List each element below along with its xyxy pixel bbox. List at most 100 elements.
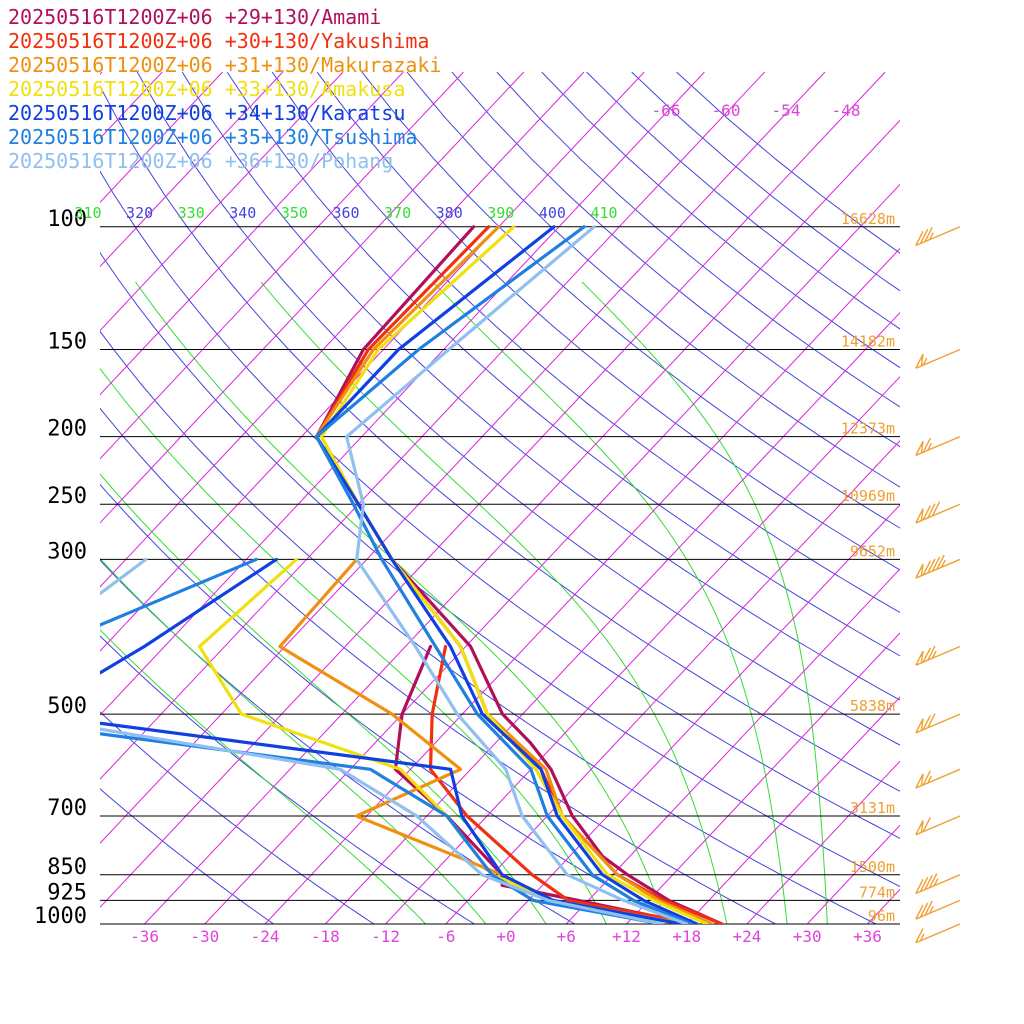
dewpoint-profile-line	[100, 557, 664, 924]
theta-label: 320	[126, 204, 153, 222]
isotherm-line	[686, 696, 900, 924]
isotherm-line	[100, 71, 705, 716]
temperature-tick-label: -36	[130, 927, 159, 946]
temperature-profile-line	[345, 225, 689, 924]
theta-label: 370	[384, 204, 411, 222]
isotherm-line	[100, 71, 765, 780]
isotherm-line	[100, 71, 645, 652]
theta-label: 350	[281, 204, 308, 222]
moist-adiabat-line	[581, 281, 828, 924]
isotherm-line	[746, 760, 900, 924]
dry-adiabat-line	[100, 85, 900, 792]
dry-adiabat-line	[100, 251, 900, 888]
isotherm-line	[100, 71, 585, 588]
isotherm-line	[144, 119, 900, 924]
pressure-tick-label: 925	[47, 880, 87, 905]
height-label: 9652m	[850, 542, 895, 560]
temperature-tick-label: +0	[496, 927, 515, 946]
isotherm-line	[385, 375, 900, 924]
wind-barbs	[915, 226, 960, 944]
wind-barb	[915, 554, 960, 579]
theta-label: 330	[178, 204, 205, 222]
dry-adiabat-line	[226, 71, 900, 657]
dry-adiabat-line	[100, 330, 878, 924]
temperature-tick-label: +12	[612, 927, 641, 946]
height-label: 16628m	[841, 210, 895, 228]
temperature-tick-label: +18	[672, 927, 701, 946]
isotherm-line	[626, 632, 900, 924]
moist-adiabat-line	[100, 473, 547, 924]
isotherm-line	[100, 71, 826, 844]
dry-adiabat-line	[100, 170, 900, 839]
isotherm-lines	[100, 71, 900, 924]
isotherm-line	[445, 440, 900, 924]
temperature-tick-label: -30	[190, 927, 219, 946]
height-label: 1500m	[850, 858, 895, 876]
theta-label: 410	[590, 204, 617, 222]
isotherm-line	[100, 71, 223, 204]
dewpoint-profile-line	[100, 557, 664, 924]
pressure-tick-label: 700	[47, 796, 87, 821]
dry-adiabat-line	[100, 711, 375, 924]
dry-adiabat-line	[100, 483, 677, 924]
temperature-tick-label: +6	[557, 927, 576, 946]
wind-barb	[915, 501, 960, 524]
theta-label: 340	[229, 204, 256, 222]
dewpoint-profile-line	[428, 644, 699, 924]
wind-barb	[915, 815, 960, 836]
legend-entry: 20250516T1200Z+06 +31+130/Makurazaki	[8, 53, 441, 77]
wind-barb	[915, 873, 960, 895]
isotherm-line	[100, 71, 284, 268]
isotherm-line	[100, 71, 464, 460]
theta-label: 390	[487, 204, 514, 222]
theta-label: 360	[332, 204, 359, 222]
dry-adiabat-line	[100, 788, 275, 924]
isotherm-line	[100, 71, 344, 332]
moist-adiabat-line	[100, 629, 427, 924]
dry-adiabat-line	[100, 635, 476, 924]
theta-label: 400	[539, 204, 566, 222]
dry-adiabat-line	[181, 71, 900, 701]
legend-entry: 20250516T1200Z+06 +29+130/Amami	[8, 5, 381, 29]
moist-adiabat-line	[432, 281, 788, 924]
moist-adiabat-line	[100, 367, 607, 924]
temperature-profile-line	[314, 225, 694, 924]
pressure-tick-label: 1000	[34, 904, 87, 929]
dewpoint-profile-line	[100, 557, 684, 924]
isotherm-line	[565, 568, 900, 924]
isotherm-line	[100, 71, 404, 396]
height-label: 14182m	[841, 333, 895, 351]
upper-isotherm-label: -48	[832, 101, 861, 120]
temperature-tick-label: -24	[251, 927, 280, 946]
theta-label: 310	[74, 204, 101, 222]
pressure-tick-label: 200	[47, 417, 87, 442]
pressure-tick-label: 150	[47, 330, 87, 355]
isotherm-line	[264, 247, 900, 924]
isotherm-line	[806, 824, 900, 924]
temperature-profile-line	[314, 225, 724, 924]
isotherm-line	[204, 183, 900, 924]
wind-barb	[915, 768, 960, 789]
pressure-tick-label: 250	[47, 484, 87, 509]
dry-adiabat-line	[316, 71, 900, 571]
height-label: 5838m	[850, 697, 895, 715]
wind-barb	[915, 348, 960, 369]
isotherm-line	[505, 504, 900, 924]
sounding-series	[100, 225, 724, 924]
temperature-tick-label: +24	[733, 927, 762, 946]
height-label: 774m	[859, 883, 895, 901]
height-label: 3131m	[850, 799, 895, 817]
pressure-tick-label: 500	[47, 694, 87, 719]
pressure-tick-label: 850	[47, 855, 87, 880]
axis-labels: 100 16628m 150 14182m 200 12373m 250 10969m 300 9…	[34, 101, 895, 946]
pressure-tick-label: 100	[47, 207, 87, 232]
wind-barb	[915, 713, 960, 734]
isotherm-line	[100, 71, 525, 524]
height-label: 10969m	[841, 487, 895, 505]
legend-entry: 20250516T1200Z+06 +30+130/Yakushima	[8, 29, 429, 53]
moist-adiabat-lines	[100, 281, 828, 924]
upper-isotherm-label: -66	[652, 101, 681, 120]
legend-entry: 20250516T1200Z+06 +35+130/Tsushima	[8, 125, 417, 149]
isotherm-line	[100, 71, 886, 909]
